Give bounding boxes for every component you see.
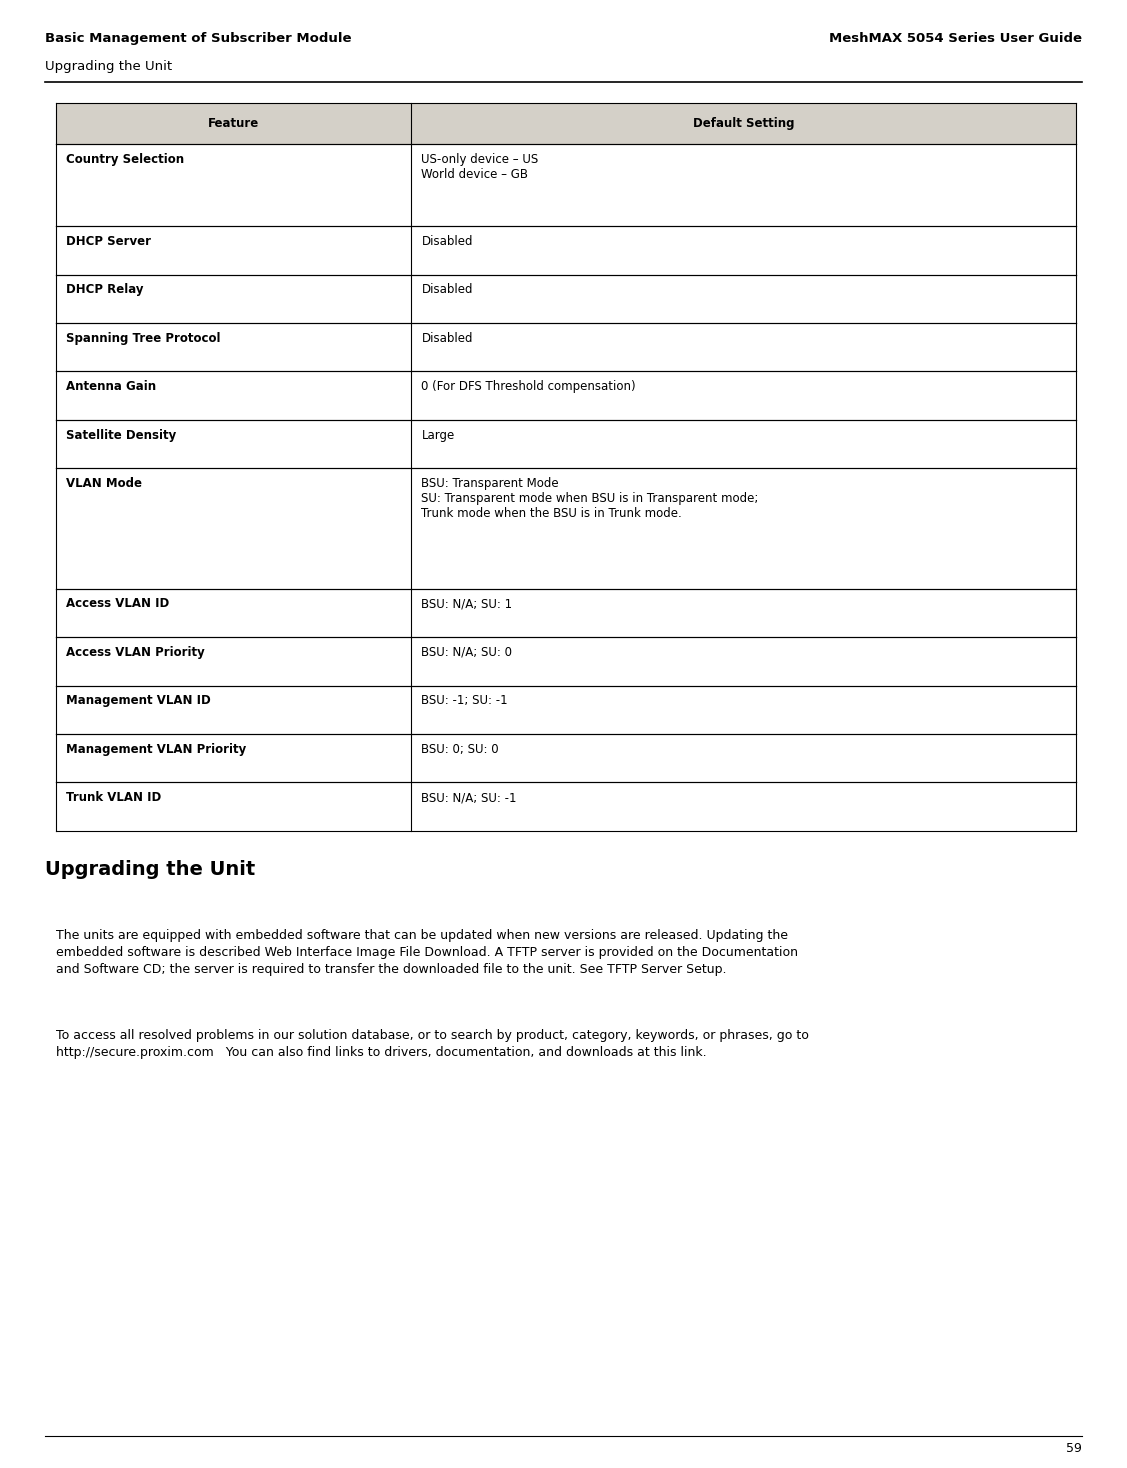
Text: Country Selection: Country Selection xyxy=(66,153,185,166)
Bar xyxy=(56,144,1076,226)
Text: Satellite Density: Satellite Density xyxy=(66,429,177,442)
Text: Access VLAN ID: Access VLAN ID xyxy=(66,597,170,611)
Bar xyxy=(56,103,1076,144)
Bar xyxy=(56,782,1076,831)
Bar xyxy=(56,371,1076,420)
Text: 59: 59 xyxy=(1066,1442,1082,1455)
Text: Upgrading the Unit: Upgrading the Unit xyxy=(45,60,172,73)
Text: Management VLAN ID: Management VLAN ID xyxy=(66,694,211,708)
Text: DHCP Relay: DHCP Relay xyxy=(66,283,144,297)
Bar xyxy=(56,468,1076,589)
Text: Spanning Tree Protocol: Spanning Tree Protocol xyxy=(66,332,221,345)
Text: BSU: 0; SU: 0: BSU: 0; SU: 0 xyxy=(421,743,499,756)
Bar xyxy=(56,323,1076,371)
Bar xyxy=(56,589,1076,637)
Text: Default Setting: Default Setting xyxy=(693,117,795,129)
Text: Upgrading the Unit: Upgrading the Unit xyxy=(45,860,256,879)
Text: BSU: -1; SU: -1: BSU: -1; SU: -1 xyxy=(421,694,508,708)
Text: DHCP Server: DHCP Server xyxy=(66,235,151,248)
Text: VLAN Mode: VLAN Mode xyxy=(66,477,142,490)
Text: Large: Large xyxy=(421,429,455,442)
Text: BSU: Transparent Mode
SU: Transparent mode when BSU is in Transparent mode;
Trun: BSU: Transparent Mode SU: Transparent mo… xyxy=(421,477,758,520)
Text: To access all resolved problems in our solution database, or to search by produc: To access all resolved problems in our s… xyxy=(56,1029,809,1058)
Text: US-only device – US
World device – GB: US-only device – US World device – GB xyxy=(421,153,539,181)
Text: Antenna Gain: Antenna Gain xyxy=(66,380,157,393)
Text: Trunk VLAN ID: Trunk VLAN ID xyxy=(66,791,162,804)
Bar xyxy=(56,275,1076,323)
Text: MeshMAX 5054 Series User Guide: MeshMAX 5054 Series User Guide xyxy=(829,32,1082,46)
Text: Disabled: Disabled xyxy=(421,332,473,345)
Text: Basic Management of Subscriber Module: Basic Management of Subscriber Module xyxy=(45,32,352,46)
Text: Disabled: Disabled xyxy=(421,235,473,248)
Text: 0 (For DFS Threshold compensation): 0 (For DFS Threshold compensation) xyxy=(421,380,636,393)
Bar xyxy=(56,226,1076,275)
Bar xyxy=(56,420,1076,468)
Text: Disabled: Disabled xyxy=(421,283,473,297)
Bar xyxy=(56,686,1076,734)
Bar xyxy=(56,637,1076,686)
Text: The units are equipped with embedded software that can be updated when new versi: The units are equipped with embedded sof… xyxy=(56,929,798,976)
Text: BSU: N/A; SU: 0: BSU: N/A; SU: 0 xyxy=(421,646,513,659)
Text: Access VLAN Priority: Access VLAN Priority xyxy=(66,646,205,659)
Text: BSU: N/A; SU: -1: BSU: N/A; SU: -1 xyxy=(421,791,517,804)
Text: Feature: Feature xyxy=(208,117,259,129)
Text: BSU: N/A; SU: 1: BSU: N/A; SU: 1 xyxy=(421,597,513,611)
Bar xyxy=(56,734,1076,782)
Text: Management VLAN Priority: Management VLAN Priority xyxy=(66,743,247,756)
